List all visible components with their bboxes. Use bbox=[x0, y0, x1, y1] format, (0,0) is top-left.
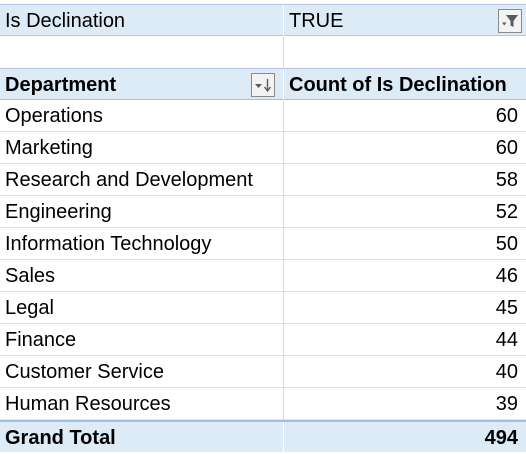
count-cell[interactable]: 60 bbox=[495, 136, 518, 159]
grand-total-label[interactable]: Grand Total bbox=[0, 422, 284, 454]
pivot-data-row: Finance 44 bbox=[0, 324, 526, 356]
department-cell[interactable]: Sales bbox=[0, 260, 284, 292]
pivot-data-row: Marketing 60 bbox=[0, 132, 526, 164]
department-cell[interactable]: Engineering bbox=[0, 196, 284, 228]
count-cell[interactable]: 40 bbox=[495, 360, 518, 383]
grand-total-value[interactable]: 494 bbox=[484, 426, 518, 449]
blank-cell[interactable] bbox=[284, 36, 526, 68]
count-cell[interactable]: 52 bbox=[495, 200, 518, 223]
filter-field-label[interactable]: Is Declination bbox=[0, 5, 284, 37]
pivot-data-row: Research and Development 58 bbox=[0, 164, 526, 196]
department-cell[interactable]: Finance bbox=[0, 324, 284, 356]
count-cell[interactable]: 60 bbox=[495, 104, 518, 127]
pivot-data-row: Human Resources 39 bbox=[0, 388, 526, 420]
pivot-data-row: Legal 45 bbox=[0, 292, 526, 324]
pivot-data-row: Information Technology 50 bbox=[0, 228, 526, 260]
department-cell[interactable]: Human Resources bbox=[0, 388, 284, 420]
count-cell[interactable]: 39 bbox=[495, 392, 518, 415]
department-cell[interactable]: Information Technology bbox=[0, 228, 284, 260]
blank-cell[interactable] bbox=[0, 36, 284, 68]
count-cell[interactable]: 45 bbox=[495, 296, 518, 319]
dropdown-sort-arrow-icon bbox=[255, 79, 272, 93]
count-cell[interactable]: 44 bbox=[495, 328, 518, 351]
pivot-data-row: Operations 60 bbox=[0, 100, 526, 132]
count-cell[interactable]: 58 bbox=[495, 168, 518, 191]
values-header[interactable]: Count of Is Declination bbox=[289, 73, 507, 96]
department-cell[interactable]: Legal bbox=[0, 292, 284, 324]
pivot-data-row: Engineering 52 bbox=[0, 196, 526, 228]
filter-applied-icon[interactable] bbox=[498, 9, 522, 33]
filter-field-value[interactable]: TRUE bbox=[289, 9, 344, 32]
department-cell[interactable]: Research and Development bbox=[0, 164, 284, 196]
pivot-data-row: Sales 46 bbox=[0, 260, 526, 292]
pivot-data-row: Customer Service 40 bbox=[0, 356, 526, 388]
grand-total-row: Grand Total 494 bbox=[0, 420, 526, 454]
department-cell[interactable]: Marketing bbox=[0, 132, 284, 164]
department-cell[interactable]: Operations bbox=[0, 100, 284, 132]
pivot-header-row: Department Count of Is Declination bbox=[0, 68, 526, 101]
count-cell[interactable]: 50 bbox=[495, 232, 518, 255]
filter-funnel-icon bbox=[502, 15, 518, 27]
row-labels-header[interactable]: Department bbox=[0, 69, 284, 101]
blank-row bbox=[0, 36, 526, 68]
department-cell[interactable]: Customer Service bbox=[0, 356, 284, 388]
pivot-filter-row: Is Declination TRUE bbox=[0, 4, 526, 37]
count-cell[interactable]: 46 bbox=[495, 264, 518, 287]
sort-descending-icon[interactable] bbox=[251, 73, 275, 97]
